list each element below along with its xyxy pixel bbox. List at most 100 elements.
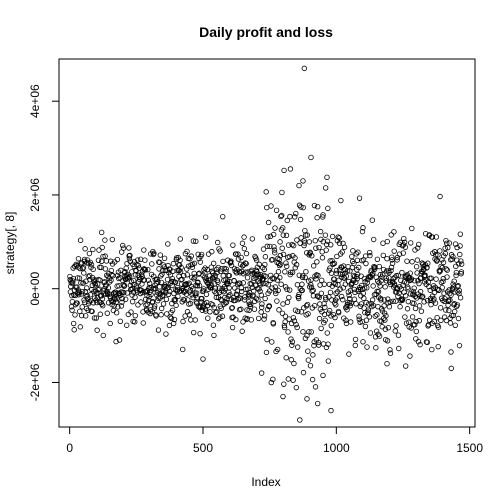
- data-point: [281, 322, 288, 329]
- data-point: [313, 245, 319, 251]
- data-point: [124, 260, 130, 267]
- data-point: [292, 255, 298, 261]
- data-point: [439, 264, 446, 271]
- data-point: [346, 292, 352, 299]
- data-point: [137, 290, 144, 297]
- data-point: [373, 274, 380, 281]
- data-point: [155, 327, 162, 333]
- data-point: [456, 287, 462, 294]
- data-point: [264, 336, 270, 343]
- data-point: [365, 307, 372, 313]
- data-point: [105, 285, 112, 291]
- data-point: [314, 215, 320, 221]
- data-point: [302, 335, 309, 341]
- data-point: [285, 329, 291, 335]
- data-point: [458, 269, 465, 275]
- data-point: [110, 307, 117, 314]
- data-point: [197, 330, 203, 337]
- data-point: [432, 249, 438, 255]
- data-point: [262, 295, 268, 302]
- data-point: [398, 277, 404, 284]
- data-point: [450, 253, 456, 260]
- data-point: [448, 365, 454, 372]
- data-point: [151, 250, 157, 257]
- data-point: [451, 278, 457, 284]
- data-point: [114, 256, 121, 263]
- data-point: [395, 272, 401, 279]
- data-point: [329, 233, 336, 240]
- data-point: [335, 234, 341, 240]
- data-point: [301, 240, 308, 246]
- data-point: [132, 319, 138, 325]
- data-point: [229, 324, 236, 331]
- data-point: [287, 213, 293, 220]
- data-point: [359, 228, 366, 235]
- data-point: [158, 305, 165, 312]
- data-point: [429, 346, 435, 353]
- data-point: [443, 266, 449, 272]
- data-point: [151, 305, 157, 311]
- data-point: [108, 258, 114, 264]
- data-point: [328, 322, 334, 329]
- data-point: [351, 260, 357, 267]
- data-point: [277, 261, 284, 268]
- data-point: [372, 313, 378, 319]
- data-point: [168, 315, 174, 322]
- data-point: [106, 279, 113, 285]
- data-point: [261, 316, 267, 322]
- data-point: [184, 272, 190, 278]
- data-point: [144, 307, 150, 314]
- data-point: [445, 302, 451, 308]
- data-point: [347, 303, 353, 309]
- data-point: [99, 296, 106, 302]
- data-point: [96, 247, 102, 253]
- data-point: [358, 301, 365, 307]
- data-point: [170, 320, 177, 327]
- data-point: [233, 316, 239, 323]
- data-point: [258, 292, 265, 298]
- data-point: [372, 266, 378, 272]
- data-point: [190, 329, 197, 336]
- data-point: [308, 277, 314, 283]
- data-point: [400, 282, 406, 289]
- data-point: [416, 318, 422, 324]
- data-point: [431, 289, 438, 296]
- data-point: [314, 203, 321, 210]
- data-point: [207, 309, 213, 315]
- data-point: [285, 376, 292, 382]
- data-point: [409, 314, 416, 320]
- data-point: [267, 243, 273, 250]
- data-point: [113, 309, 120, 316]
- data-point: [70, 320, 77, 327]
- data-point: [373, 345, 379, 351]
- data-point: [86, 250, 93, 257]
- data-point: [78, 280, 84, 286]
- data-point: [332, 314, 338, 321]
- data-point: [312, 384, 319, 390]
- data-point: [189, 292, 195, 298]
- data-point: [433, 234, 440, 240]
- data-point: [443, 237, 449, 244]
- data-point: [132, 294, 138, 300]
- data-point: [348, 319, 354, 325]
- data-point: [121, 282, 128, 289]
- data-point: [320, 372, 326, 379]
- data-point: [271, 247, 278, 253]
- data-point: [413, 318, 419, 325]
- data-point: [277, 239, 283, 245]
- data-point: [293, 262, 300, 268]
- data-point: [342, 266, 348, 273]
- data-point: [102, 266, 109, 272]
- data-point: [442, 245, 448, 251]
- data-point: [296, 182, 302, 189]
- data-point: [166, 288, 173, 295]
- data-point: [90, 246, 96, 253]
- data-point: [269, 285, 275, 291]
- data-point: [305, 357, 312, 363]
- data-point: [69, 292, 75, 299]
- data-point: [263, 189, 269, 195]
- data-point: [396, 251, 403, 257]
- data-point: [88, 261, 95, 268]
- data-point: [226, 285, 232, 291]
- data-point: [301, 65, 308, 72]
